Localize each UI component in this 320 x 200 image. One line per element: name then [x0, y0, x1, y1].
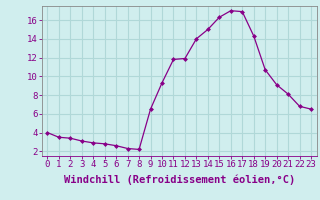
X-axis label: Windchill (Refroidissement éolien,°C): Windchill (Refroidissement éolien,°C) [64, 175, 295, 185]
